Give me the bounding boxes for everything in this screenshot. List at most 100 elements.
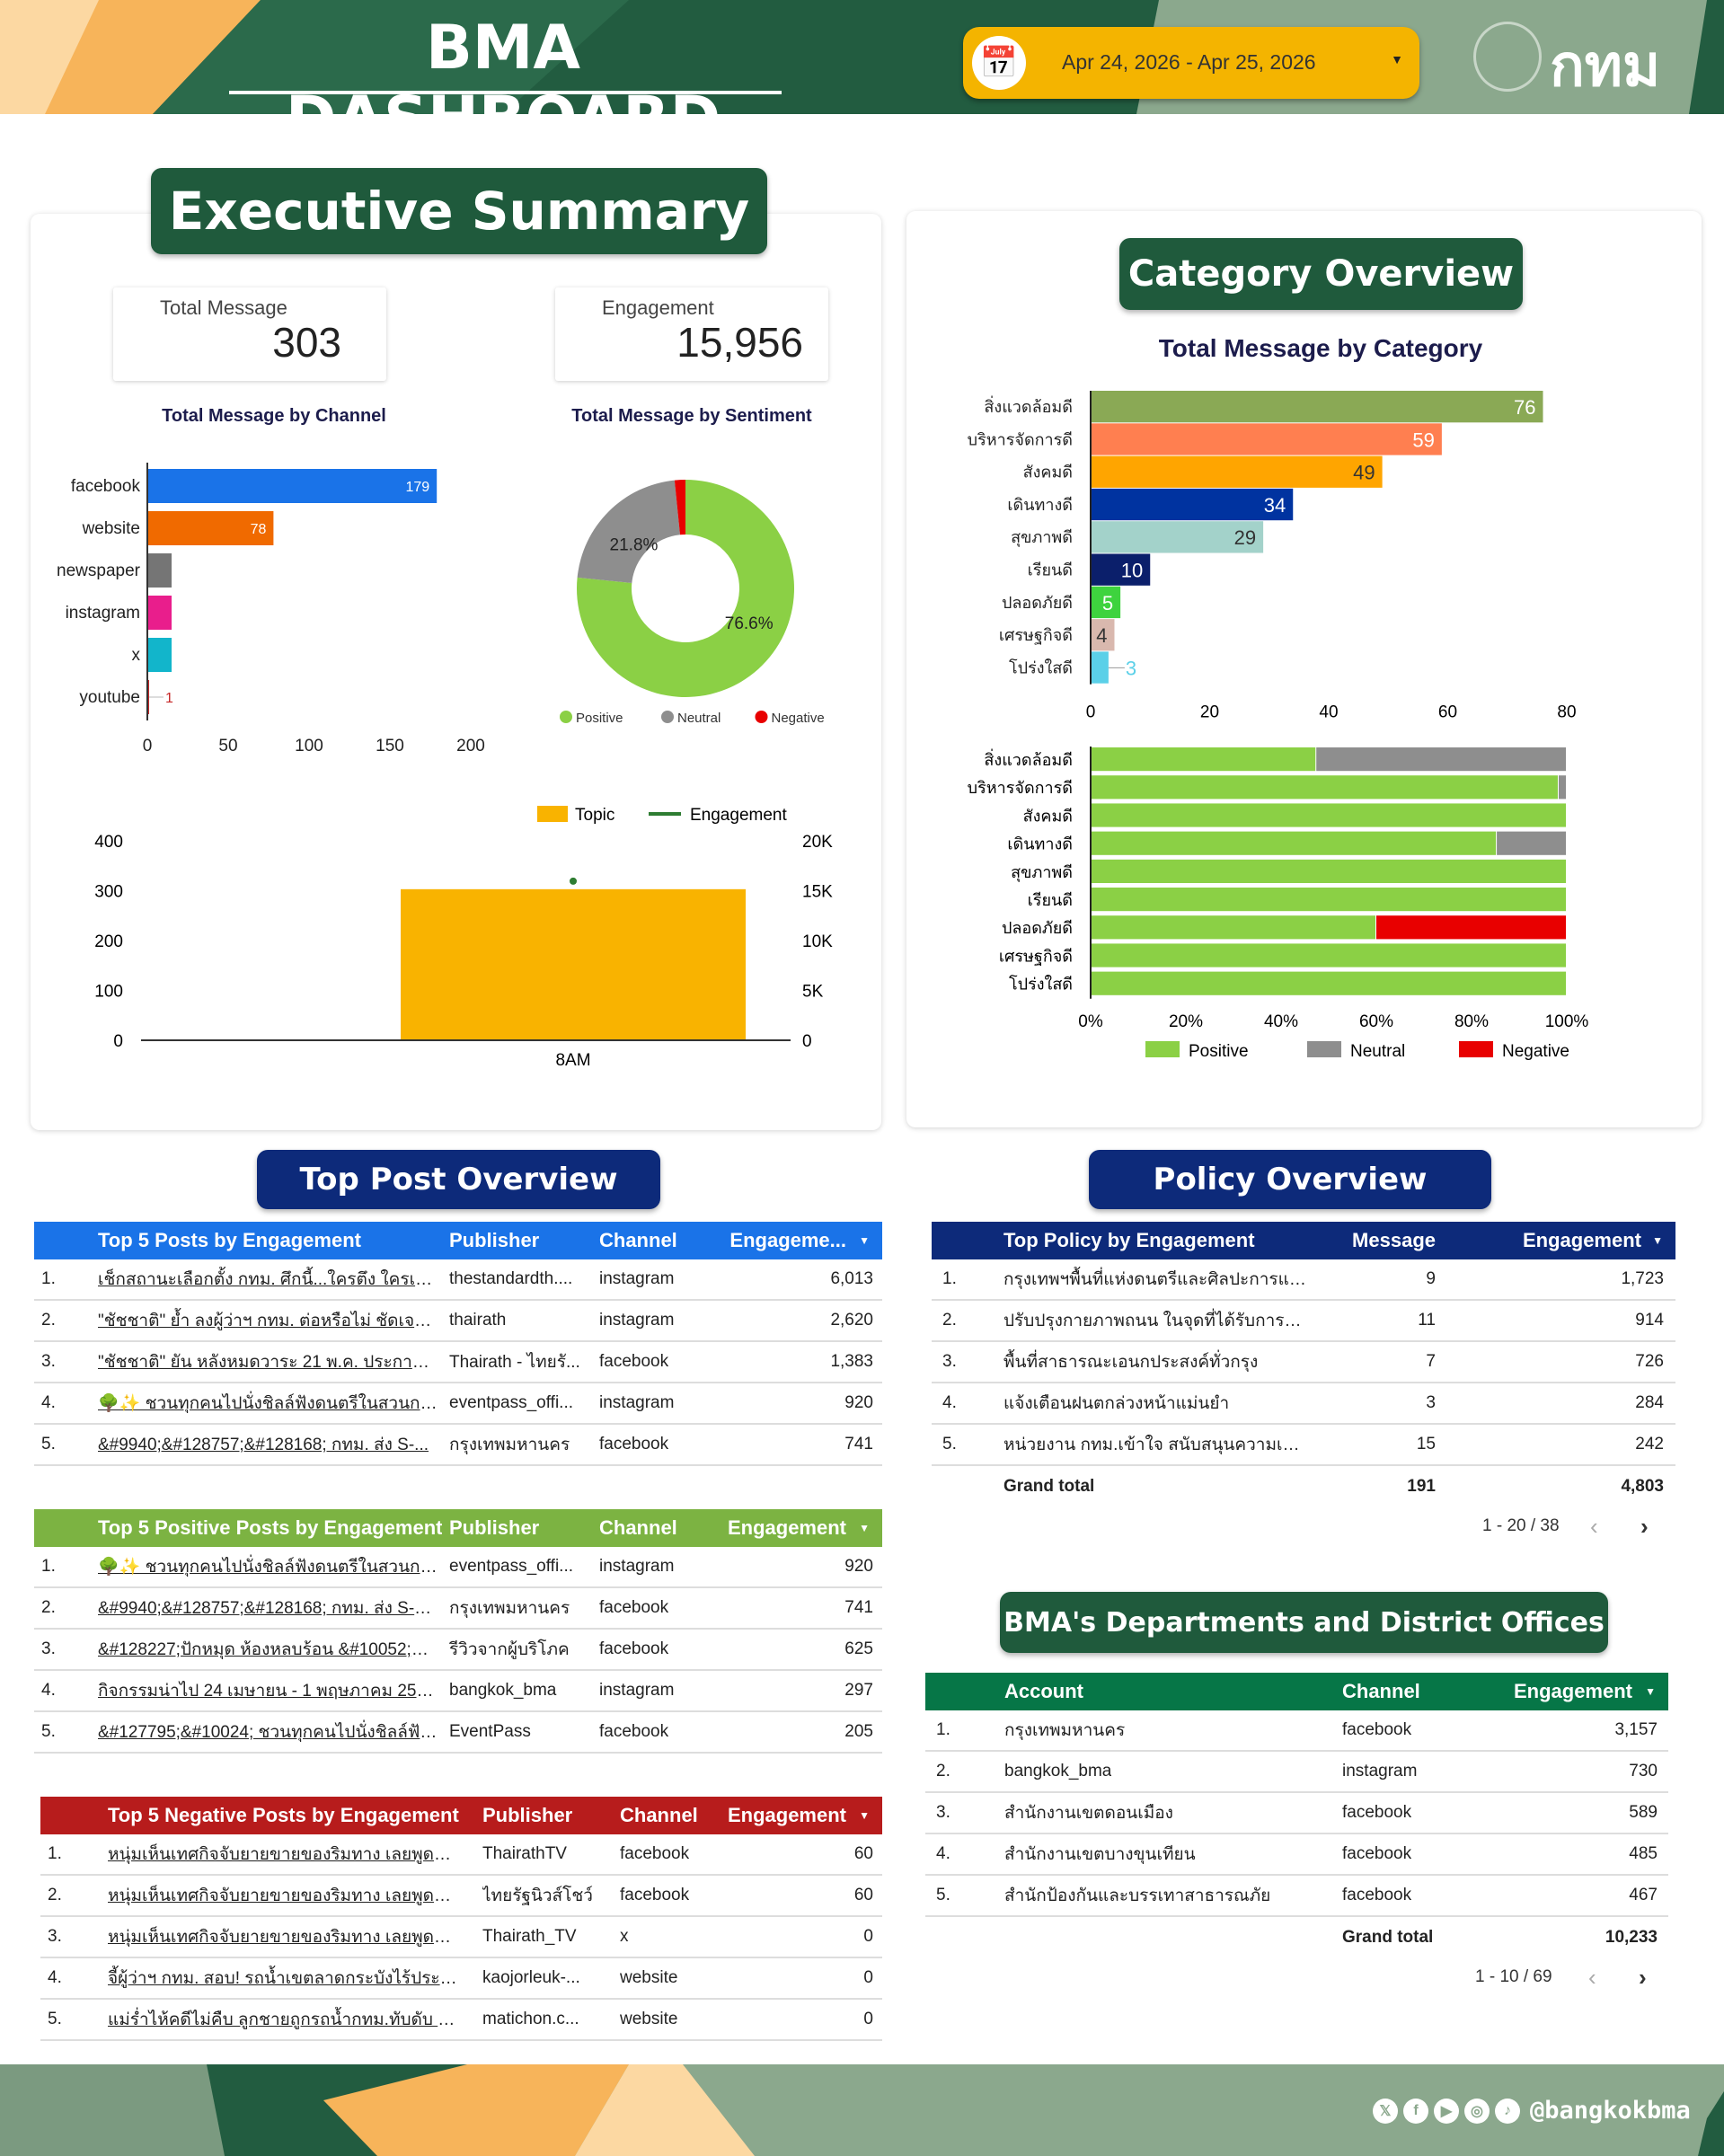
stacked-segment-positive (1091, 943, 1566, 968)
category-label: สังคมดี (1023, 464, 1073, 482)
engagement-value: 730 (1629, 1762, 1658, 1780)
engagement-value: 0 (863, 1968, 873, 1987)
category-bar (1091, 586, 1121, 619)
next-page-button[interactable]: › (1640, 1513, 1649, 1540)
next-page-button[interactable]: › (1639, 1964, 1647, 1991)
category-bar (1091, 619, 1115, 651)
table-row: 3. สำนักงานเขตดอนเมือง facebook 589 (925, 1793, 1668, 1834)
donut-percent-label: 76.6% (725, 614, 774, 633)
table-row: 2. &#9940;&#128757;&#128168; กทม. ส่ง S-G… (34, 1588, 882, 1630)
post-title-link[interactable]: "ชัชชาติ" ยัน หลังหมดวาระ 21 พ.ค. ประกาศ… (98, 1353, 439, 1372)
category-overview-badge: Category Overview (1119, 238, 1523, 310)
account-name: bangkok_bma (1004, 1762, 1112, 1780)
publisher: thestandardth.... (449, 1269, 573, 1288)
category-label: เรียนดี (1028, 891, 1073, 909)
engagement-sort-header[interactable]: Engagement (1513, 1680, 1632, 1702)
publisher: thairath (449, 1311, 507, 1330)
table-header: Top 5 Posts by Engagement Publisher Channe… (34, 1222, 882, 1259)
category-label: สังคมดี (1023, 807, 1073, 825)
channel-label: newspaper (57, 561, 141, 580)
right-y-tick: 10K (802, 932, 833, 951)
legend-label: Negative (772, 711, 825, 726)
youtube-icon[interactable]: ▶ (1434, 2099, 1459, 2124)
category-bar (1091, 488, 1294, 521)
legend-label: Engagement (690, 806, 787, 825)
prev-page-button[interactable]: ‹ (1588, 1964, 1596, 1991)
engagement-sort-header[interactable]: Engagement (727, 1804, 846, 1826)
departments-pagination-text: 1 - 10 / 69 (1475, 1967, 1552, 1986)
x-tick-label: 0 (143, 737, 153, 755)
engagement-sort-header[interactable]: Engagement (727, 1516, 846, 1539)
category-label: เศรษฐกิจดี (999, 626, 1073, 645)
post-title-link[interactable]: &#9940;&#128757;&#128168; กทม. ส่ง S-... (98, 1436, 429, 1454)
table-row: 5. หน่วยงาน กทม.เข้าใจ สนับสนุนความเท่าเท… (932, 1425, 1675, 1466)
post-title-link[interactable]: 🌳✨ ชวนทุกคนไปนั่งชิลล์ฟังดนตรีในสวนกลางก… (98, 1558, 439, 1577)
legend-label: Negative (1502, 1042, 1569, 1061)
x-tick-label: 60% (1359, 1012, 1393, 1031)
post-title-link[interactable]: กิจกรรมน่าไป 24 เมษายน - 1 พฤษภาคม 2569 … (98, 1682, 439, 1701)
post-title-link[interactable]: หนุ่มเห็นเทศกิจจับยายขายของริมทาง เลยพูด… (108, 1886, 458, 1905)
row-rank: 4. (936, 1844, 950, 1863)
engagement-sort-header[interactable]: Engageme... (729, 1229, 846, 1251)
post-title-link[interactable]: หนุ่มเห็นเทศกิจจับยายขายของริมทาง เลยพูด… (108, 1928, 458, 1947)
channel: website (620, 2010, 678, 2028)
sort-desc-icon: ▼ (1652, 1234, 1663, 1247)
left-y-tick: 200 (94, 932, 123, 951)
engagement-sort-header[interactable]: Engagement (1522, 1229, 1641, 1251)
grand-total-engagement: 4,803 (1621, 1477, 1664, 1496)
engagement-value: 0 (863, 1927, 873, 1946)
policy-pagination: 1 - 20 / 38 ‹ › (1482, 1513, 1671, 1543)
right-y-tick: 15K (802, 883, 833, 902)
channel-value-label: 78 (251, 522, 267, 537)
x-icon[interactable]: 𝕏 (1373, 2099, 1398, 2124)
post-title-link[interactable]: หนุ่มเห็นเทศกิจจับยายขายของริมทาง เลยพูด… (108, 1845, 458, 1864)
row-rank: 4. (41, 1681, 56, 1700)
row-rank: 1. (936, 1720, 950, 1739)
category-bar (1091, 391, 1543, 423)
category-label: ปลอดภัยดี (1002, 594, 1073, 612)
category-label: เรียนดี (1028, 561, 1073, 579)
dashboard-title: BMA DASHBOARD (286, 13, 721, 114)
channel-chart-title: Total Message by Channel (162, 406, 386, 426)
column-header: Message (1352, 1229, 1436, 1251)
tiktok-icon[interactable]: ♪ (1495, 2099, 1520, 2124)
post-table-positive: Top 5 Positive Posts by Engagement Publis… (34, 1509, 882, 1754)
engagement-value: 726 (1635, 1352, 1664, 1371)
category-label: สิ่งแวดล้อมดี (984, 395, 1073, 416)
row-rank: 1. (41, 1269, 56, 1288)
post-title-link[interactable]: &#127795;&#10024; ชวนทุกคนไปนั่งชิลล์ฟัง… (98, 1723, 439, 1742)
facebook-icon[interactable]: f (1403, 2099, 1428, 2124)
sort-desc-icon: ▼ (859, 1234, 870, 1247)
date-range-picker[interactable]: 📅 Apr 24, 2026 - Apr 25, 2026 ▼ (963, 27, 1419, 99)
top-post-overview-badge: Top Post Overview (257, 1150, 660, 1209)
post-title-link[interactable]: &#128227;ปักหมุด ห้องหลบร้อน &#10052;ทั่… (98, 1640, 439, 1659)
post-title-link[interactable]: จี้ผู้ว่าฯ กทม. สอบ! รถน้ำเขตลาดกระบังไร… (108, 1969, 458, 1988)
table-row: 5. แม่ร่ำไห้คดีไม่คืบ ลูกชายถูกรถน้ำกทม.ท… (40, 2000, 882, 2041)
post-title-link[interactable]: แม่ร่ำไห้คดีไม่คืบ ลูกชายถูกรถน้ำกทม.ทับ… (108, 2010, 458, 2029)
column-header: Publisher (449, 1516, 540, 1539)
engagement-value: 6,013 (830, 1269, 873, 1288)
channel: facebook (599, 1598, 669, 1617)
post-title-link[interactable]: "ชัชชาติ" ย้ำ ลงผู้ว่าฯ กทม. ต่อหรือไม่ … (98, 1312, 439, 1330)
engagement-value: 2,620 (830, 1311, 873, 1330)
message-count: 15 (1416, 1435, 1436, 1454)
channel: facebook (599, 1639, 669, 1658)
message-count: 9 (1426, 1269, 1436, 1288)
instagram-icon[interactable]: ◎ (1464, 2099, 1490, 2124)
row-rank: 5. (936, 1886, 950, 1904)
table-header: Top Policy by Engagement Message Engagemen… (932, 1222, 1675, 1259)
left-y-tick: 0 (113, 1032, 123, 1051)
grand-total-message: 191 (1407, 1477, 1436, 1496)
channel: facebook (1342, 1844, 1412, 1863)
category-label: สุขภาพดี (1011, 528, 1073, 547)
post-title-link[interactable]: &#9940;&#128757;&#128168; กทม. ส่ง S-G..… (98, 1599, 439, 1618)
category-label: เดินทางดี (1007, 835, 1073, 853)
prev-page-button[interactable]: ‹ (1590, 1513, 1598, 1540)
post-title-link[interactable]: เช็กสถานะเลือกตั้ง กทม. ศึกนี้...ใครตึง … (98, 1270, 439, 1289)
x-tick-label: 200 (456, 737, 485, 755)
channel-bar (147, 596, 172, 630)
grand-total-label: Grand total (1342, 1928, 1434, 1947)
table-header: Top 5 Positive Posts by Engagement Publis… (34, 1509, 882, 1547)
post-title-link[interactable]: 🌳✨ ชวนทุกคนไปนั่งชิลล์ฟังดนตรีในสวนกลางก… (98, 1394, 439, 1413)
engagement-value: 297 (844, 1681, 873, 1700)
